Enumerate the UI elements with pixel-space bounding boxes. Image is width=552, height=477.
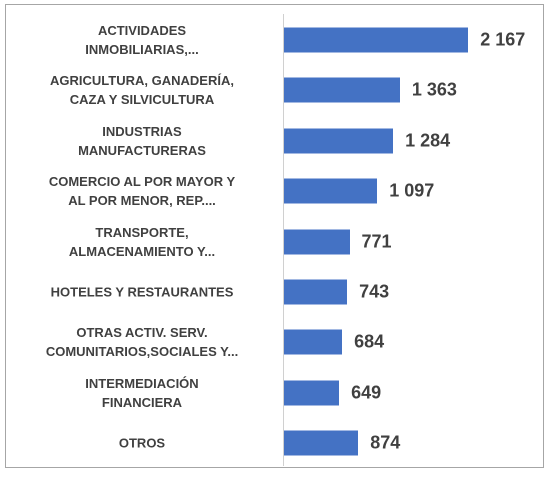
bar — [284, 128, 394, 154]
value-label: 771 — [361, 231, 392, 252]
value-label: 1 284 — [405, 130, 451, 151]
chart-frame — [5, 4, 544, 468]
bar — [284, 229, 350, 255]
value-label: 743 — [359, 281, 390, 302]
axis-line — [283, 14, 284, 466]
bar — [284, 380, 340, 406]
value-label: 2 167 — [480, 29, 526, 50]
value-label: 1 097 — [389, 180, 435, 201]
bar — [284, 77, 400, 103]
category-label: COMERCIO AL POR MAYOR Y AL POR MENOR, RE… — [48, 174, 236, 209]
value-label: 1 363 — [411, 79, 457, 100]
bar — [284, 329, 343, 355]
category-label: OTROS — [118, 435, 166, 451]
category-label: ACTIVIDADES INMOBILIARIAS,... — [85, 23, 199, 57]
bar — [284, 279, 348, 305]
bar — [284, 178, 378, 204]
category-label: AGRICULTURA, GANADERÍA, CAZA Y SILVICULT… — [50, 73, 234, 108]
category-label: INTERMEDIACIÓN FINANCIERA — [85, 375, 199, 410]
category-label: HOTELES Y RESTAURANTES — [50, 284, 234, 300]
category-label: OTRAS ACTIV. SERV. COMUNITARIOS,SOCIALES… — [45, 325, 239, 360]
value-label: 684 — [354, 331, 385, 352]
category-label: INDUSTRIAS MANUFACTURERAS — [78, 123, 206, 158]
category-label: TRANSPORTE, ALMACENAMIENTO Y... — [68, 224, 216, 259]
value-label: 874 — [370, 432, 401, 453]
value-label: 649 — [351, 382, 382, 403]
bar — [284, 430, 359, 456]
bar — [284, 27, 469, 53]
